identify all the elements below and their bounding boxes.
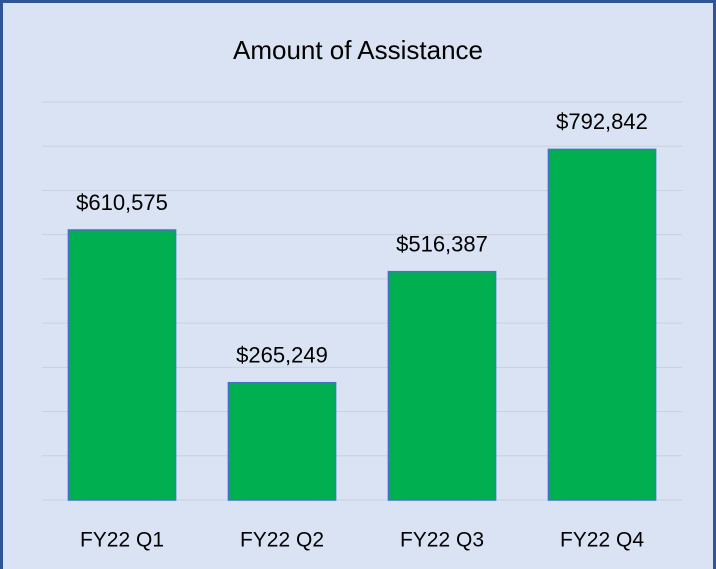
x-tick-label: FY22 Q2 xyxy=(240,529,324,552)
x-tick-label: FY22 Q4 xyxy=(560,529,644,552)
data-label: $610,575 xyxy=(76,190,168,215)
bar xyxy=(547,148,657,501)
chart-title: Amount of Assistance xyxy=(233,35,483,65)
x-tick-label: FY22 Q3 xyxy=(400,529,484,552)
data-label: $792,842 xyxy=(556,109,648,134)
data-label: $265,249 xyxy=(236,343,328,368)
data-label: $516,387 xyxy=(396,231,488,256)
bar xyxy=(387,270,497,501)
x-tick-label: FY22 Q1 xyxy=(80,529,164,552)
bar xyxy=(67,229,177,501)
bar xyxy=(227,381,337,501)
